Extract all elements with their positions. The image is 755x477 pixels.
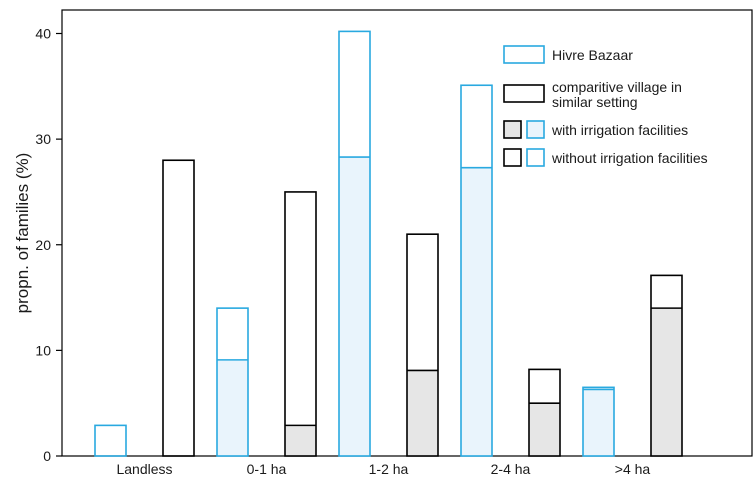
bar-total-comparative-village xyxy=(528,368,561,457)
y-tick-label: 40 xyxy=(35,26,51,42)
bar-with-irrigation-comparative-village xyxy=(285,425,316,456)
bar-with-irrigation-hivre-bazaar xyxy=(217,359,248,456)
bar-total-hivre-bazaar xyxy=(582,386,615,457)
legend-swatch-without-irrigation-black xyxy=(503,148,522,167)
y-axis-title: propn. of families (%) xyxy=(13,153,32,314)
x-tick-label: 0-1 ha xyxy=(247,461,287,477)
bar-with-irrigation-hivre-bazaar xyxy=(339,157,370,457)
bar-with-irrigation-comparative-village xyxy=(407,370,438,456)
x-tick-label: >4 ha xyxy=(615,461,651,477)
bar-total-hivre-bazaar xyxy=(94,424,127,457)
bars xyxy=(94,30,683,457)
legend-swatch-with-irrigation-black xyxy=(503,120,522,139)
legend-swatch-hivre-bazaar xyxy=(503,45,545,64)
bar-with-irrigation-comparative-village xyxy=(651,308,682,456)
legend-swatch-comparative-village xyxy=(503,84,545,103)
legend-swatch-without-irrigation-blue xyxy=(526,148,545,167)
bar-with-irrigation-hivre-bazaar xyxy=(583,389,614,456)
bar-total-comparative-village xyxy=(284,191,317,457)
legend-label-without-irrigation: without irrigation facilities xyxy=(551,150,708,166)
y-tick-label: 30 xyxy=(35,131,51,147)
legend-label-hivre-bazaar: Hivre Bazaar xyxy=(552,47,633,63)
x-tick-label: 1-2 ha xyxy=(369,461,409,477)
bar-total-comparative-village xyxy=(162,159,195,457)
bar-total-hivre-bazaar xyxy=(216,307,249,457)
x-axis-labels: Landless 0-1 ha 1-2 ha 2-4 ha >4 ha xyxy=(116,461,650,477)
bar-with-irrigation-hivre-bazaar xyxy=(461,167,492,457)
y-tick-label: 20 xyxy=(35,237,51,253)
legend-swatch-with-irrigation-blue xyxy=(526,120,545,139)
legend: Hivre Bazaar comparitive village in simil… xyxy=(503,45,708,167)
y-axis-ticks: 0 10 20 30 40 xyxy=(35,26,62,464)
x-tick-label: Landless xyxy=(116,461,172,477)
bar-total-comparative-village xyxy=(406,233,439,457)
bar-total-hivre-bazaar xyxy=(338,30,371,457)
bar-with-irrigation-comparative-village xyxy=(529,403,560,456)
bar-total-hivre-bazaar xyxy=(460,84,493,457)
y-tick-label: 10 xyxy=(35,342,51,358)
y-tick-label: 0 xyxy=(43,448,51,464)
bar-total-comparative-village xyxy=(650,274,683,457)
legend-label-comparative-village: comparitive village in similar setting xyxy=(552,79,682,110)
x-tick-label: 2-4 ha xyxy=(491,461,531,477)
legend-label-with-irrigation: with irrigation facilities xyxy=(551,122,688,138)
